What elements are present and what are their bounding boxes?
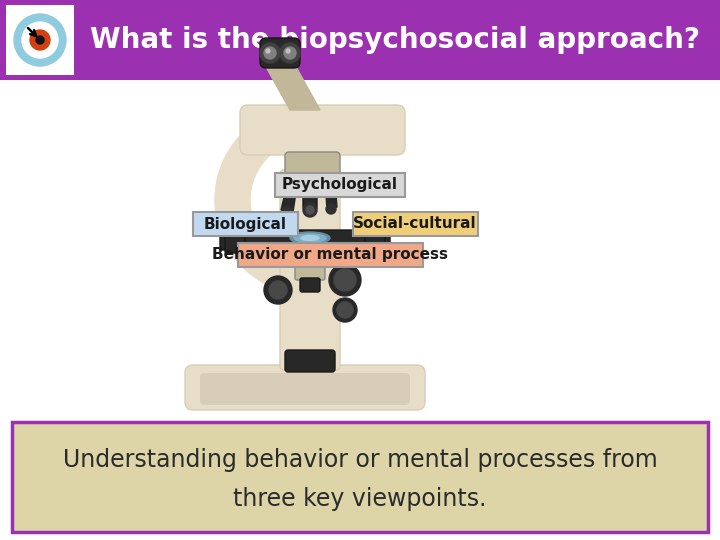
Circle shape (284, 47, 296, 59)
FancyBboxPatch shape (285, 350, 335, 372)
FancyBboxPatch shape (275, 173, 405, 197)
Circle shape (280, 43, 300, 63)
FancyBboxPatch shape (353, 212, 477, 236)
Polygon shape (325, 180, 337, 210)
Ellipse shape (301, 235, 319, 240)
FancyBboxPatch shape (12, 422, 708, 532)
FancyBboxPatch shape (238, 243, 423, 267)
Circle shape (269, 281, 287, 299)
FancyBboxPatch shape (225, 227, 245, 253)
Text: Biological: Biological (204, 217, 287, 232)
FancyBboxPatch shape (365, 227, 385, 253)
FancyBboxPatch shape (260, 38, 300, 68)
Circle shape (36, 36, 44, 44)
Circle shape (22, 22, 58, 58)
Polygon shape (265, 65, 320, 110)
Circle shape (264, 47, 276, 59)
Ellipse shape (294, 234, 326, 242)
FancyBboxPatch shape (200, 373, 410, 405)
FancyBboxPatch shape (280, 170, 340, 370)
Circle shape (303, 203, 317, 217)
Circle shape (306, 206, 314, 214)
Circle shape (333, 298, 357, 322)
Text: Psychological: Psychological (282, 178, 398, 192)
Text: Behavior or mental process: Behavior or mental process (212, 247, 448, 262)
Circle shape (282, 206, 292, 216)
FancyBboxPatch shape (300, 278, 320, 292)
Circle shape (337, 302, 353, 318)
Circle shape (334, 269, 356, 291)
Text: three key viewpoints.: three key viewpoints. (233, 487, 487, 511)
Circle shape (326, 204, 336, 214)
FancyBboxPatch shape (185, 365, 425, 410)
Circle shape (264, 276, 292, 304)
FancyBboxPatch shape (6, 5, 74, 75)
Text: Social-cultural: Social-cultural (354, 217, 477, 232)
Polygon shape (215, 105, 310, 295)
FancyBboxPatch shape (240, 105, 405, 155)
Text: What is the biopsychosocial approach?: What is the biopsychosocial approach? (90, 26, 700, 54)
Circle shape (260, 43, 280, 63)
FancyBboxPatch shape (192, 212, 297, 236)
Circle shape (329, 264, 361, 296)
Circle shape (286, 49, 290, 53)
FancyBboxPatch shape (285, 152, 340, 180)
FancyBboxPatch shape (0, 0, 720, 80)
Circle shape (30, 30, 50, 50)
Text: Understanding behavior or mental processes from: Understanding behavior or mental process… (63, 449, 657, 472)
Polygon shape (281, 180, 298, 212)
FancyBboxPatch shape (220, 230, 390, 250)
Circle shape (14, 14, 66, 66)
FancyBboxPatch shape (303, 175, 317, 210)
FancyBboxPatch shape (295, 248, 325, 280)
Circle shape (266, 49, 270, 53)
Ellipse shape (290, 232, 330, 244)
